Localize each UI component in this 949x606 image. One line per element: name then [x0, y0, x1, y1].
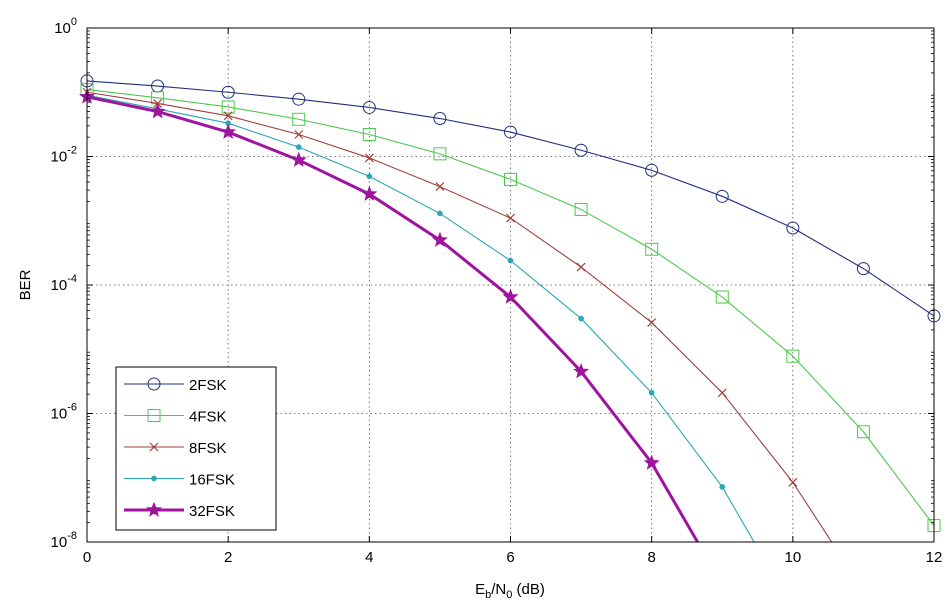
series-line-32FSK	[87, 95, 699, 542]
marker-2FSK	[645, 163, 659, 177]
x-tick-labels: 0 2 4 6 8 10 12	[83, 549, 943, 566]
marker-2FSK	[786, 221, 800, 235]
marker-8FSK-stroke	[506, 213, 515, 223]
marker-4FSK	[574, 202, 588, 216]
marker-32FSK	[361, 185, 378, 201]
legend-marker-4FSK	[147, 409, 161, 422]
marker-8FSK	[788, 477, 798, 487]
x-axis-label: Eb/N0 (dB)	[475, 581, 545, 601]
marker-16FSK	[719, 484, 726, 490]
marker-32FSK	[573, 363, 590, 379]
y-axis-label: BER	[17, 269, 34, 300]
marker-8FSK	[364, 153, 374, 163]
marker-2FSK	[856, 262, 870, 276]
marker-2FSK	[433, 112, 447, 126]
legend-marker-8FSK-stroke	[149, 442, 159, 452]
y-tick-labels: 100 10-2 10-4 10-6 10-8	[51, 16, 77, 551]
marker-8FSK	[576, 262, 586, 272]
marker-4FSK	[433, 147, 447, 161]
x-tick-label: 0	[83, 549, 91, 566]
marker-4FSK	[292, 112, 306, 126]
marker-32FSK	[431, 231, 448, 247]
marker-8FSK-stroke	[788, 477, 798, 487]
marker-8FSK-stroke	[647, 318, 657, 328]
x-tick-label: 2	[224, 549, 232, 566]
legend-marker-32FSK	[146, 501, 162, 517]
legend: 2FSK 4FSK 8FSK 16FSK 32FSK	[115, 366, 277, 531]
marker-4FSK	[362, 127, 376, 141]
marker-2FSK	[221, 85, 235, 99]
marker-16FSK	[437, 210, 443, 217]
marker-8FSK	[223, 111, 233, 121]
legend-marker-8FSK	[149, 442, 159, 452]
marker-32FSK	[149, 103, 166, 119]
marker-2FSK	[715, 189, 729, 203]
marker-2FSK	[292, 92, 306, 106]
x-tick-label: 12	[926, 549, 943, 566]
legend-marker-2FSK	[147, 377, 161, 391]
marker-8FSK	[435, 182, 445, 192]
series-line-8FSK	[87, 91, 833, 542]
legend-label-16FSK: 16FSK	[189, 472, 235, 489]
series-layer	[79, 74, 941, 542]
marker-16FSK	[295, 144, 302, 150]
series-line-4FSK	[87, 89, 934, 526]
legend-label-8FSK: 8FSK	[189, 440, 227, 457]
marker-4FSK	[786, 349, 800, 363]
marker-8FSK-stroke	[223, 111, 233, 121]
marker-4FSK	[856, 425, 870, 439]
y-tick-label: 10-6	[51, 402, 77, 423]
marker-4FSK	[221, 100, 235, 114]
series-4FSK	[80, 83, 941, 533]
marker-16FSK	[507, 257, 514, 264]
marker-16FSK	[648, 389, 655, 396]
y-tick-label: 100	[54, 16, 77, 37]
ticks	[86, 27, 935, 543]
legend-label-2FSK: 2FSK	[189, 377, 227, 394]
marker-2FSK	[574, 143, 588, 157]
legend-marker-16FSK	[151, 475, 157, 482]
marker-32FSK	[502, 288, 519, 304]
marker-4FSK	[504, 172, 517, 186]
x-tick-label: 8	[647, 549, 655, 566]
marker-16FSK	[578, 315, 584, 322]
x-tick-label: 6	[506, 549, 514, 566]
legend-box	[115, 366, 277, 531]
x-tick-label: 10	[784, 549, 801, 566]
x-tick-label: 4	[365, 549, 373, 566]
marker-4FSK	[645, 242, 659, 256]
marker-8FSK-stroke	[717, 388, 727, 398]
marker-2FSK	[362, 100, 376, 114]
marker-32FSK	[643, 454, 660, 470]
series-line-2FSK	[87, 80, 934, 317]
marker-32FSK	[220, 123, 237, 139]
marker-4FSK	[715, 290, 729, 304]
marker-8FSK	[717, 388, 727, 398]
marker-8FSK	[506, 213, 515, 223]
marker-32FSK	[290, 151, 307, 167]
marker-16FSK	[366, 173, 373, 180]
y-tick-label: 10-4	[51, 273, 77, 294]
legend-label-32FSK: 32FSK	[189, 503, 235, 520]
marker-8FSK-stroke	[576, 262, 586, 272]
marker-8FSK-stroke	[435, 182, 445, 192]
marker-8FSK-stroke	[294, 130, 304, 139]
legend-label-4FSK: 4FSK	[189, 409, 227, 426]
marker-8FSK	[647, 318, 657, 328]
y-tick-label: 10-2	[51, 145, 77, 166]
marker-8FSK-stroke	[364, 153, 374, 163]
y-tick-label: 10-8	[51, 530, 77, 551]
marker-8FSK	[294, 130, 304, 139]
marker-2FSK	[504, 125, 517, 139]
